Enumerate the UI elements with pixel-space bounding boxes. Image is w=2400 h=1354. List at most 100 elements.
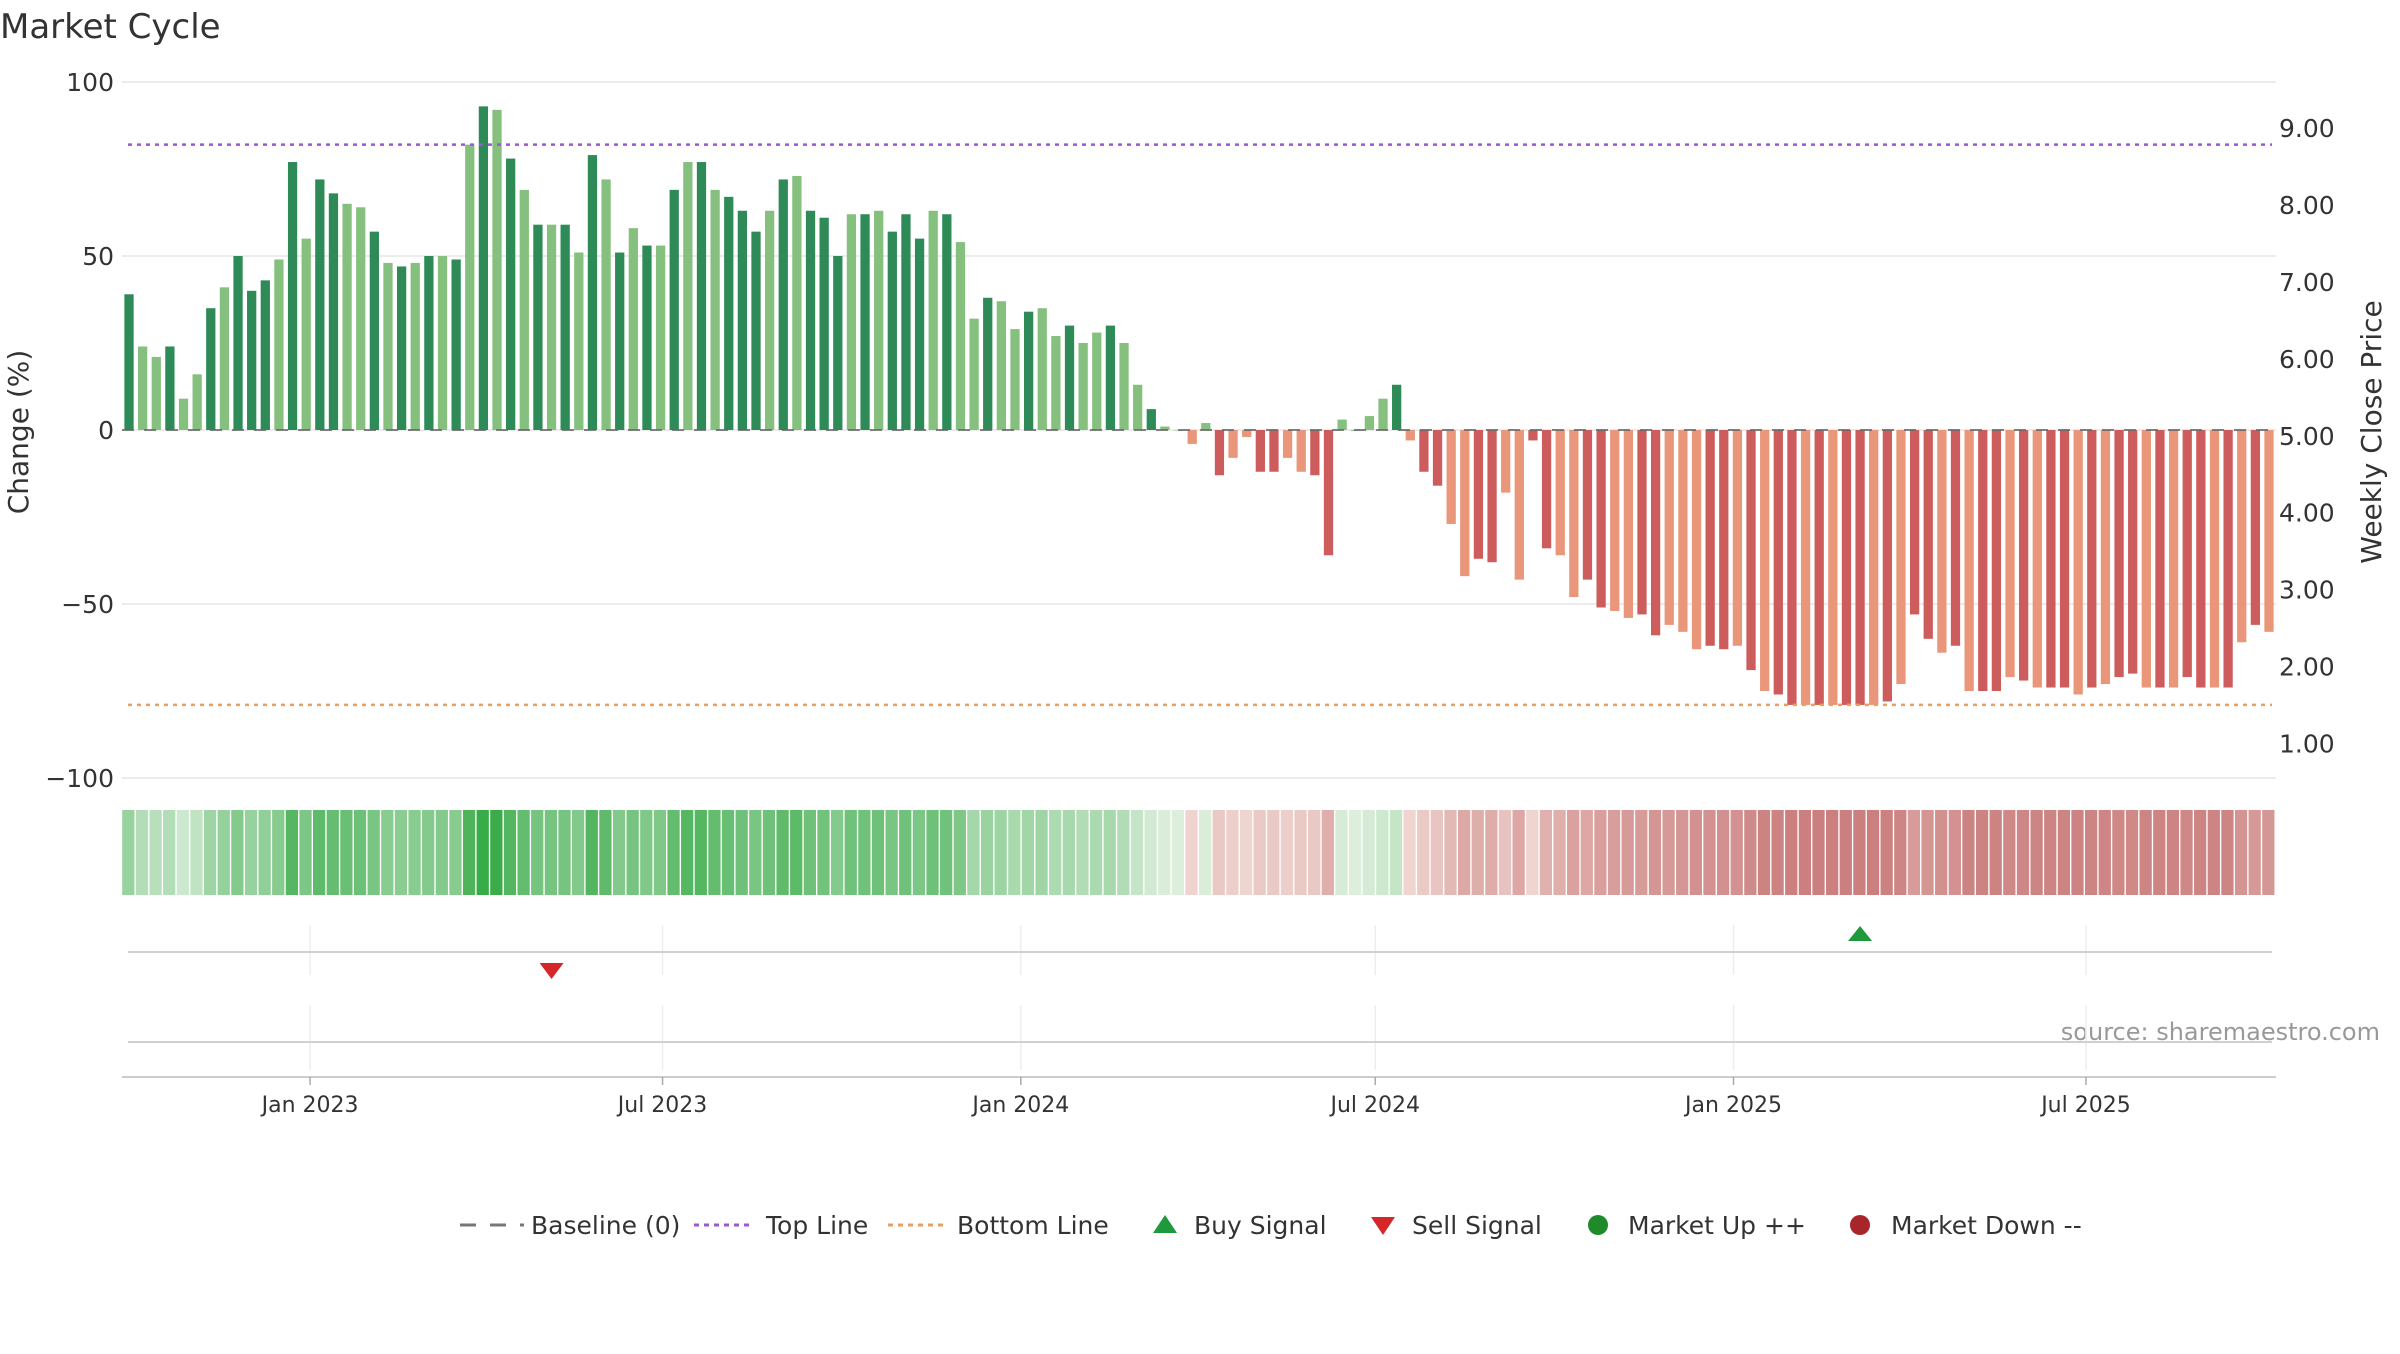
heat-cell bbox=[503, 810, 517, 895]
heat-cell bbox=[871, 810, 885, 895]
heat-cell bbox=[1580, 810, 1593, 895]
bar bbox=[2182, 430, 2192, 678]
heat-cell bbox=[258, 810, 271, 895]
heat-cell bbox=[2194, 810, 2207, 895]
heat-cell bbox=[844, 810, 857, 895]
bar bbox=[901, 214, 911, 430]
heat-cell bbox=[299, 810, 312, 895]
bar bbox=[778, 179, 788, 430]
legend-buy-signal-icon bbox=[1153, 1215, 1177, 1233]
bar bbox=[1964, 430, 1974, 691]
heat-cell bbox=[408, 810, 421, 895]
bar bbox=[356, 207, 366, 430]
bar bbox=[1610, 430, 1620, 611]
heat-cell bbox=[585, 810, 598, 895]
bar bbox=[1064, 325, 1075, 430]
bar bbox=[983, 297, 993, 430]
bar bbox=[1010, 329, 1020, 430]
bar bbox=[1133, 384, 1143, 430]
sell-signal-marker bbox=[539, 963, 564, 979]
bar bbox=[383, 262, 393, 430]
bar bbox=[165, 346, 175, 430]
bar bbox=[2250, 430, 2261, 625]
heat-cell bbox=[544, 810, 557, 895]
x-tick-label: Jul 2024 bbox=[1328, 1093, 1420, 1118]
bar bbox=[737, 210, 748, 430]
bar bbox=[492, 109, 502, 430]
bar bbox=[1514, 430, 1524, 580]
bar bbox=[1392, 384, 1402, 430]
heat-cell bbox=[967, 810, 980, 895]
heat-cell bbox=[2057, 810, 2070, 895]
chart-title: Market Cycle bbox=[0, 7, 221, 47]
heat-cell bbox=[2098, 810, 2111, 895]
heat-cell bbox=[1471, 810, 1484, 895]
x-tick-label: Jan 2024 bbox=[970, 1093, 1069, 1118]
legend-label: Market Down -- bbox=[1891, 1211, 2082, 1240]
heat-cell bbox=[1185, 810, 1198, 895]
heat-cell bbox=[1785, 810, 1798, 895]
heat-cell bbox=[2125, 810, 2139, 895]
heat-cell bbox=[1130, 810, 1144, 895]
heat-cell bbox=[272, 810, 285, 895]
y2-tick-label: 9.00 bbox=[2279, 114, 2335, 143]
bar bbox=[1637, 430, 1647, 615]
bar bbox=[1582, 430, 1593, 580]
heat-cell bbox=[1894, 810, 1907, 895]
heat-cell bbox=[612, 810, 626, 895]
legend-label: Sell Signal bbox=[1412, 1211, 1542, 1240]
bar bbox=[1623, 430, 1633, 618]
y-axis-label-left: Change (%) bbox=[2, 350, 35, 515]
heat-cell bbox=[899, 810, 912, 895]
bar bbox=[860, 214, 870, 430]
bar bbox=[1650, 430, 1661, 636]
heat-cell bbox=[1989, 810, 2002, 895]
heat-cell bbox=[885, 810, 898, 895]
heat-cell bbox=[1853, 810, 1866, 895]
heat-cell bbox=[149, 810, 162, 895]
heat-cell bbox=[2221, 810, 2234, 895]
y2-tick-label: 6.00 bbox=[2279, 345, 2335, 374]
bar bbox=[955, 242, 966, 430]
bar bbox=[1078, 343, 1088, 430]
bar bbox=[765, 210, 775, 430]
heat-cell bbox=[1239, 810, 1253, 895]
bar bbox=[1023, 311, 1034, 430]
heat-cell bbox=[1553, 810, 1566, 895]
heat-cell bbox=[817, 810, 830, 895]
bar bbox=[219, 287, 230, 430]
heat-cell bbox=[858, 810, 871, 895]
bar bbox=[1528, 430, 1538, 441]
bar bbox=[437, 256, 448, 430]
bar bbox=[506, 158, 516, 430]
bar bbox=[1773, 430, 1783, 695]
bar bbox=[1296, 430, 1306, 472]
heat-cell bbox=[1771, 810, 1784, 895]
heat-cell bbox=[435, 810, 448, 895]
bar bbox=[615, 252, 625, 430]
bar bbox=[996, 301, 1006, 430]
heat-cell bbox=[953, 810, 966, 895]
heat-cell bbox=[2262, 810, 2275, 895]
bar bbox=[519, 189, 529, 430]
heat-cell bbox=[708, 810, 721, 895]
legend-label: Market Up ++ bbox=[1628, 1211, 1806, 1240]
heat-cell bbox=[571, 810, 585, 895]
heat-cell bbox=[1294, 810, 1307, 895]
bar bbox=[1037, 308, 1047, 430]
bar bbox=[655, 245, 666, 430]
heat-cell bbox=[1062, 810, 1075, 895]
heat-cell bbox=[1662, 810, 1675, 895]
y-axis-label-right: Weekly Close Price bbox=[2355, 300, 2388, 563]
heat-cell bbox=[476, 810, 489, 895]
heat-cell bbox=[1962, 810, 1975, 895]
bar bbox=[1923, 430, 1933, 639]
bar bbox=[1242, 430, 1252, 437]
bar bbox=[1555, 430, 1565, 556]
heat-cell bbox=[203, 810, 217, 895]
x-tick-label: Jan 2023 bbox=[260, 1093, 359, 1118]
heat-cell bbox=[2207, 810, 2220, 895]
x-tick-label: Jan 2025 bbox=[1683, 1093, 1782, 1118]
bar bbox=[683, 162, 693, 431]
bar bbox=[533, 224, 543, 430]
